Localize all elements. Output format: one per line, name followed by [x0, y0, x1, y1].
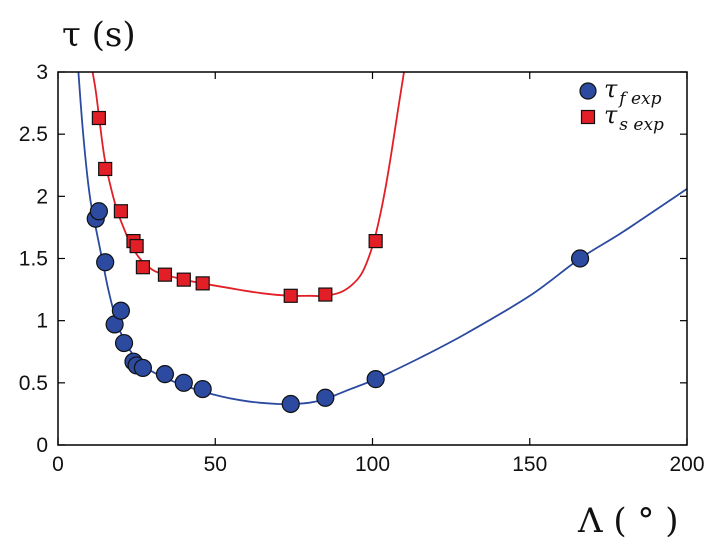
legend-symbol: τ	[604, 101, 618, 129]
circle-point	[570, 249, 590, 268]
legend-square-marker	[580, 109, 596, 125]
circle-point	[89, 202, 108, 221]
square-point	[318, 287, 333, 302]
circle-point	[155, 365, 175, 384]
legend-circle-marker	[579, 82, 597, 100]
square-point	[283, 288, 298, 303]
legend-subscript: s exp	[619, 115, 664, 135]
circle-point	[193, 379, 212, 399]
y-tick-label: 2.5	[19, 123, 48, 146]
square-point	[129, 238, 144, 254]
square-point	[176, 272, 191, 287]
circle-point	[316, 388, 335, 407]
y-tick-label: 1	[36, 310, 48, 333]
y-axis-label: τ (s)	[62, 15, 136, 55]
square-point	[91, 110, 106, 126]
circle-point	[133, 358, 153, 378]
circle-point	[96, 253, 115, 272]
circle-point	[281, 394, 300, 414]
x-tick-label: 100	[355, 453, 390, 476]
circle-point	[111, 301, 131, 320]
plot-frame	[57, 71, 688, 446]
y-tick-label: 0	[36, 434, 48, 457]
square-point	[368, 233, 383, 249]
circle-point	[114, 333, 134, 353]
legend-symbol: τ	[604, 75, 618, 103]
square-point	[135, 260, 151, 275]
fit-curve-0	[77, 71, 688, 406]
y-tick-label: 2	[36, 185, 48, 208]
axis-ticks: 0 50 100 150 200 0 0.5 1 1.5 2 2.5 3	[19, 61, 705, 476]
square-point	[98, 161, 113, 177]
y-tick-label: 3	[36, 61, 48, 84]
data-markers	[86, 110, 590, 414]
legend-subscript: f exp	[617, 89, 661, 109]
x-axis-label: Λ ( ° )	[577, 501, 679, 541]
x-tick-label: 50	[204, 453, 227, 476]
square-point	[157, 267, 173, 282]
x-tick-label: 200	[669, 453, 704, 476]
x-tick-label: 150	[512, 453, 547, 476]
square-point	[113, 204, 129, 219]
circle-point	[366, 370, 385, 389]
y-tick-label: 1.5	[19, 248, 48, 271]
x-tick-label: 0	[52, 453, 64, 476]
square-point	[195, 276, 210, 291]
y-tick-label: 0.5	[19, 372, 48, 395]
circle-point	[174, 373, 193, 392]
